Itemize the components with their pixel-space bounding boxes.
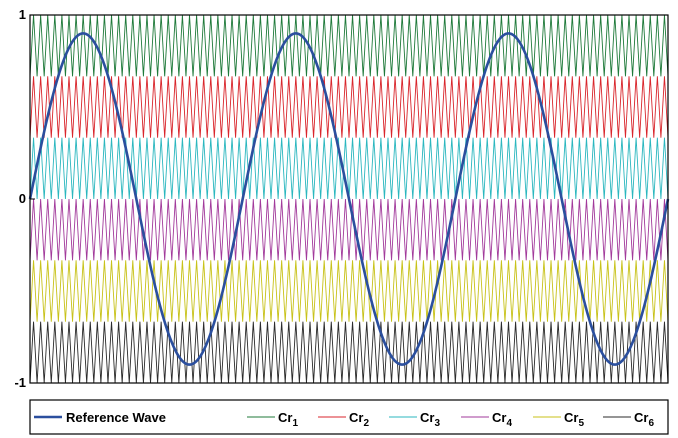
carrier-cr2-line <box>29 76 669 138</box>
legend-reference-wave-label: Reference Wave <box>66 410 166 425</box>
reference-wave-line <box>28 32 670 366</box>
y-tick-label: 0 <box>19 191 26 206</box>
carrier-cr5-line <box>29 260 669 322</box>
y-axis: 1 0 -1 <box>14 7 35 390</box>
carrier-cr1-line <box>29 14 669 77</box>
y-tick-label: 1 <box>19 7 26 22</box>
legend-box <box>29 399 669 435</box>
y-tick-label: -1 <box>14 375 26 390</box>
carrier-cr4-line <box>29 198 669 261</box>
